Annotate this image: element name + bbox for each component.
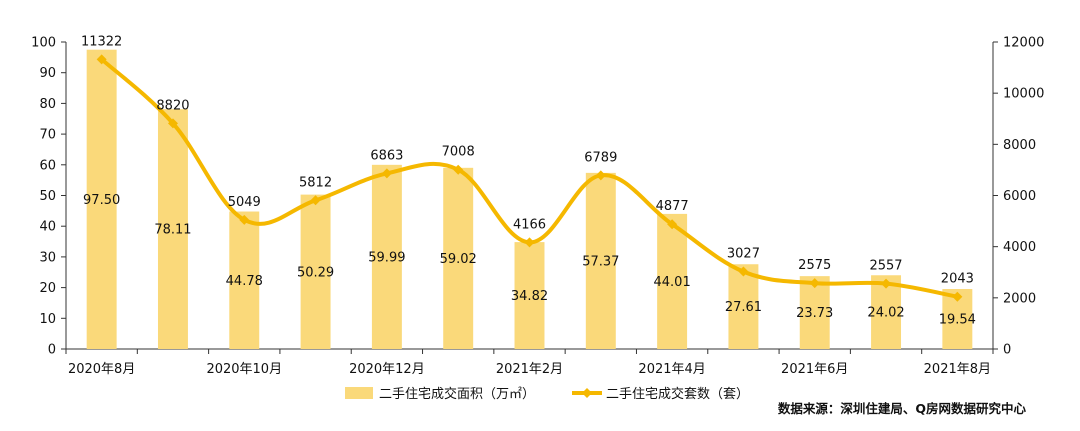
line-data-label: 7008 — [442, 145, 475, 160]
line-data-label: 5812 — [299, 175, 332, 190]
count-point — [239, 214, 250, 225]
bar — [229, 211, 260, 349]
bar-data-label: 34.82 — [511, 289, 548, 304]
y-left-tick-label: 100 — [31, 36, 56, 51]
line-data-label: 6789 — [584, 150, 617, 165]
bar — [585, 172, 616, 349]
x-tick-label: 2021年2月 — [496, 362, 563, 377]
line-data-label: 2575 — [798, 258, 831, 273]
bar — [799, 276, 830, 349]
line-data-label: 6863 — [370, 148, 403, 163]
line-data-label: 4166 — [513, 217, 546, 232]
bar — [86, 49, 117, 350]
bar-data-label: 50.29 — [297, 265, 334, 280]
x-tick-label: 2021年4月 — [638, 362, 705, 377]
y-right-tick-label: 12000 — [1003, 36, 1044, 51]
bar-data-label: 44.01 — [654, 275, 691, 290]
bar-data-label: 27.61 — [725, 300, 762, 315]
count-point — [881, 278, 892, 289]
y-left-tick-label: 10 — [39, 312, 56, 327]
y-left-tick-label: 60 — [39, 158, 56, 173]
y-left-tick-label: 40 — [39, 220, 56, 235]
legend-swatch-count-marker — [582, 388, 592, 398]
bar-data-label: 19.54 — [939, 313, 976, 328]
y-right-tick-label: 10000 — [1003, 87, 1044, 102]
line-data-label: 2557 — [869, 259, 902, 274]
bar-data-label: 78.11 — [154, 223, 191, 238]
legend-label-count: 二手住宅成交套数（套） — [606, 386, 749, 402]
bar-data-label: 97.50 — [83, 193, 120, 208]
bar-labels-layer: 97.50 78.11 44.78 50.29 59.99 59.02 34.82 57.37… — [83, 193, 976, 328]
bar — [157, 109, 188, 349]
bar-data-label: 23.73 — [796, 306, 833, 321]
count-point — [310, 195, 321, 206]
legend-swatch-area — [345, 387, 373, 399]
count-point — [453, 164, 464, 175]
y-left-tick-label: 50 — [39, 189, 56, 204]
y-left-tick-label: 20 — [39, 281, 56, 296]
line-data-label: 3027 — [727, 247, 760, 262]
y-left-tick-label: 70 — [39, 128, 56, 143]
y-left-tick-label: 30 — [39, 250, 56, 265]
count-point — [381, 168, 392, 179]
source-note: 数据来源：深圳住建局、Q房网数据研究中心 — [777, 401, 1027, 416]
x-tick-label: 2021年6月 — [781, 362, 848, 377]
x-tick-label: 2021年8月 — [924, 362, 991, 377]
y-right-tick-label: 2000 — [1003, 291, 1036, 306]
line-data-label: 8820 — [156, 98, 189, 113]
bar-data-label: 57.37 — [582, 254, 619, 269]
y-left-tick-label: 80 — [39, 97, 56, 112]
count-point — [667, 219, 678, 230]
count-point — [809, 278, 820, 289]
bar — [300, 194, 331, 349]
line-data-label: 11322 — [81, 34, 122, 49]
count-point — [738, 266, 749, 277]
y-right-tick-label: 0 — [1003, 343, 1011, 358]
y-left-tick-label: 0 — [48, 343, 56, 358]
line-labels-layer: 11322 8820 5049 5812 6863 7008 4166 6789 4877 302… — [81, 34, 974, 286]
axes-layer: 0 10 20 30 40 50 60 70 80 90 100 0 2000 4000 6000 8000 1… — [31, 36, 1044, 378]
x-tick-label: 2020年12月 — [349, 362, 425, 377]
count-point — [167, 118, 178, 129]
y-right-tick-label: 8000 — [1003, 138, 1036, 153]
y-right-tick-label: 4000 — [1003, 240, 1036, 255]
count-point — [595, 170, 606, 181]
bars-layer — [86, 49, 973, 350]
bar — [514, 242, 545, 349]
y-left-tick-label: 90 — [39, 66, 56, 81]
bar — [657, 213, 688, 349]
bar-data-label: 44.78 — [226, 274, 263, 289]
count-point — [524, 237, 535, 248]
bar — [443, 167, 474, 349]
line-data-label: 5049 — [228, 195, 261, 210]
bar-data-label: 59.99 — [368, 250, 405, 265]
line-data-label: 2043 — [941, 272, 974, 287]
count-point — [96, 54, 107, 65]
legend-label-area: 二手住宅成交面积（万㎡） — [379, 386, 535, 402]
line-layer — [96, 54, 963, 302]
count-point — [952, 291, 963, 302]
bar-data-label: 24.02 — [867, 306, 904, 321]
line-data-label: 4877 — [656, 199, 689, 214]
bar-data-label: 59.02 — [440, 252, 477, 267]
x-tick-label: 2020年10月 — [206, 362, 282, 377]
bar — [728, 264, 759, 349]
y-right-tick-label: 6000 — [1003, 189, 1036, 204]
bar — [371, 164, 402, 349]
x-tick-label: 2020年8月 — [68, 362, 135, 377]
legend: 二手住宅成交面积（万㎡） 二手住宅成交套数（套） — [345, 386, 749, 402]
